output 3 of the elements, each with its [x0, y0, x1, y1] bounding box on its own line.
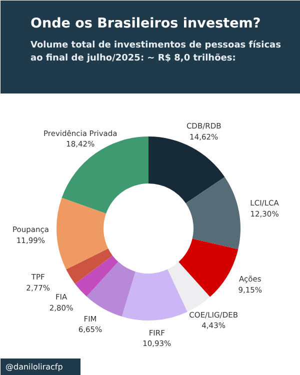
text: @daniloliracfp	[6, 362, 63, 372]
chart-subtitle: Volume total de investimentos de pessoas físicas ao final de julho/2025: ~ R$ 8,0 trilhões:	[30, 40, 281, 64]
chart-title: Onde os Brasileiros investem?	[30, 16, 261, 32]
